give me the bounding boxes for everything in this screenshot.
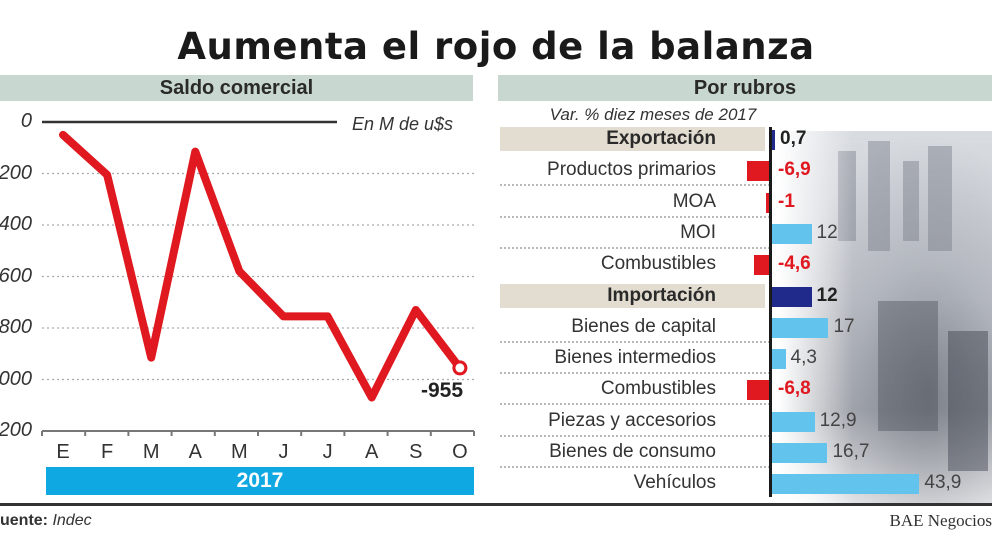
bar-row: MOI 12 bbox=[498, 218, 992, 249]
chart-title: Aumenta el rojo de la balanza bbox=[177, 25, 815, 68]
y-tick-label: -200 bbox=[0, 161, 32, 184]
row-label: Bienes de consumo bbox=[549, 441, 716, 462]
value-label: -6,9 bbox=[778, 159, 811, 181]
bar-row: Combustibles -6,8 bbox=[498, 374, 992, 406]
value-bar bbox=[771, 411, 815, 432]
x-tick-label: M bbox=[231, 441, 248, 463]
value-bar bbox=[771, 349, 786, 370]
row-label: Productos primarios bbox=[547, 159, 716, 181]
value-bar bbox=[747, 380, 770, 401]
value-label: -1 bbox=[778, 190, 795, 212]
value-label: 0,7 bbox=[780, 128, 807, 149]
x-tick-label: A bbox=[365, 441, 379, 463]
value-bar bbox=[766, 192, 770, 213]
row-separator bbox=[500, 246, 770, 249]
y-tick-label: -800 bbox=[0, 316, 32, 338]
value-bar bbox=[771, 286, 812, 307]
row-label: Importación bbox=[607, 284, 716, 306]
row-separator bbox=[500, 215, 770, 218]
source-note: uente: Indec bbox=[0, 512, 92, 530]
x-tick-label: M bbox=[142, 441, 160, 463]
x-tick-label: S bbox=[409, 441, 423, 463]
x-tick-label: A bbox=[188, 441, 202, 463]
bottom-rule bbox=[0, 503, 992, 506]
source-label: uente: bbox=[0, 512, 48, 529]
zero-axis bbox=[769, 127, 772, 497]
bar-row: Bienes de consumo 16,7 bbox=[498, 437, 992, 468]
value-label: 17 bbox=[833, 315, 855, 337]
row-label: Exportación bbox=[606, 128, 716, 149]
line-chart: 0-200-400-600-800-1000-1200 En M de u$s … bbox=[0, 105, 490, 505]
value-label: 12,9 bbox=[819, 409, 857, 431]
por-rubros-header: Por rubros bbox=[498, 75, 992, 101]
end-point-marker bbox=[452, 360, 468, 376]
x-tick-label: O bbox=[452, 441, 468, 463]
saldo-line bbox=[59, 130, 464, 402]
y-tick-label: -1200 bbox=[0, 419, 32, 441]
value-bar bbox=[771, 223, 812, 244]
value-label: -4,6 bbox=[778, 253, 811, 275]
y-tick-label: -1000 bbox=[0, 367, 32, 390]
row-separator bbox=[500, 340, 770, 343]
publisher-credit: BAE Negocios bbox=[889, 511, 992, 530]
value-bar bbox=[771, 130, 775, 150]
units-label: En M de u$s bbox=[352, 114, 454, 134]
row-separator bbox=[500, 184, 770, 187]
y-tick-label: 0 bbox=[20, 110, 32, 132]
value-bar bbox=[771, 474, 920, 495]
bar-row: Bienes intermedios 4,3 bbox=[498, 343, 992, 375]
value-label: -6,8 bbox=[778, 378, 811, 400]
line-plot bbox=[41, 120, 475, 436]
row-separator bbox=[500, 372, 770, 375]
value-label: 12 bbox=[816, 284, 838, 306]
value-bar bbox=[771, 443, 828, 463]
section-row: Exportación 0,7 bbox=[498, 124, 992, 155]
value-label: 16,7 bbox=[832, 441, 870, 462]
value-bar bbox=[746, 161, 770, 182]
bar-chart: Var. % diez meses de 2017 Exportación 0,7… bbox=[498, 103, 992, 503]
row-separator bbox=[500, 466, 770, 468]
row-label: Piezas y accesorios bbox=[548, 409, 716, 431]
row-label: Vehículos bbox=[633, 472, 716, 494]
x-tick-label: E bbox=[56, 441, 70, 463]
row-label: Combustibles bbox=[600, 378, 716, 400]
bar-row: MOA -1 bbox=[498, 187, 992, 218]
section-row: Importación 12 bbox=[498, 281, 992, 312]
row-separator bbox=[500, 403, 770, 406]
port-background-photo bbox=[778, 131, 992, 503]
value-bar bbox=[771, 317, 829, 338]
row-separator bbox=[500, 434, 770, 437]
section-label-background bbox=[500, 127, 765, 151]
y-tick-label: -400 bbox=[0, 213, 32, 235]
bar-row: Combustibles -4,6 bbox=[498, 249, 992, 280]
last-value-label: -955 bbox=[421, 379, 464, 402]
x-tick-label: J bbox=[322, 441, 333, 463]
section-label-background bbox=[500, 283, 765, 308]
y-tick-label: -600 bbox=[0, 264, 32, 287]
value-label: 12 bbox=[816, 221, 838, 243]
value-label: 43,9 bbox=[924, 472, 962, 494]
row-label: MOI bbox=[680, 221, 716, 243]
saldo-comercial-header: Saldo comercial bbox=[0, 75, 473, 101]
value-bar bbox=[754, 255, 770, 276]
bar-row: Productos primarios -6,9 bbox=[498, 155, 992, 187]
source-value: Indec bbox=[52, 512, 92, 529]
value-label: 4,3 bbox=[790, 347, 817, 369]
year-band: 2017 bbox=[46, 467, 474, 495]
bar-row: Bienes de capital 17 bbox=[498, 312, 992, 343]
row-label: Bienes intermedios bbox=[554, 347, 716, 369]
bar-row: Piezas y accesorios 12,9 bbox=[498, 406, 992, 437]
x-tick-label: F bbox=[100, 441, 114, 463]
row-label: Combustibles bbox=[600, 253, 716, 275]
row-label: MOA bbox=[672, 190, 716, 212]
bar-row: Vehículos 43,9 bbox=[498, 468, 992, 499]
bar-chart-subtitle: Var. % diez meses de 2017 bbox=[549, 105, 757, 124]
x-tick-label: J bbox=[278, 441, 289, 463]
row-label: Bienes de capital bbox=[571, 315, 716, 337]
